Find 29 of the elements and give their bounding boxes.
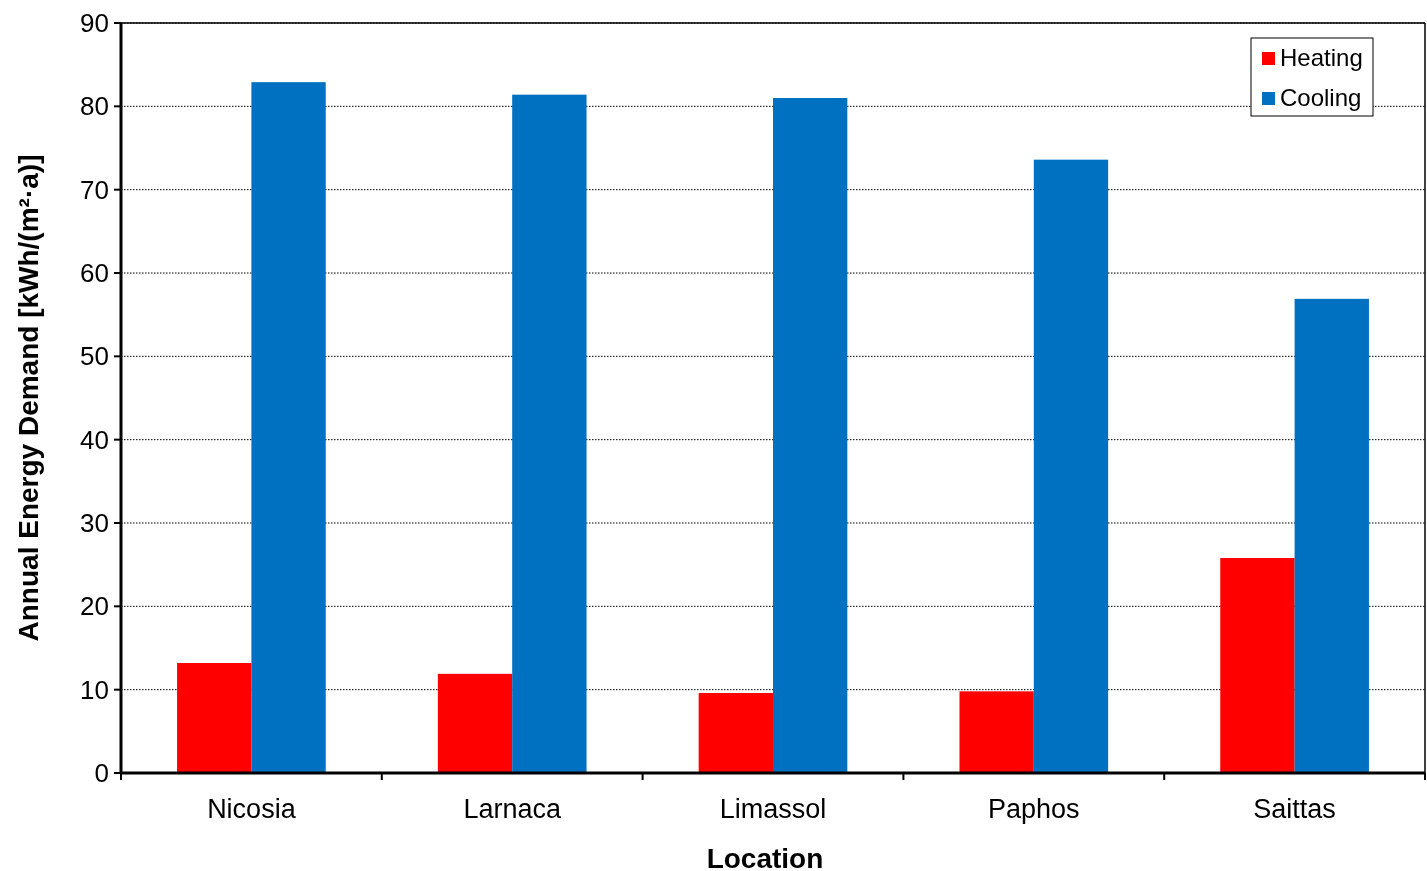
x-tick-label: Paphos bbox=[988, 794, 1080, 824]
bar bbox=[698, 693, 773, 773]
bar bbox=[437, 673, 513, 773]
bar bbox=[251, 82, 326, 773]
y-tick-label: 70 bbox=[80, 174, 109, 205]
x-axis-title: Location bbox=[706, 843, 824, 871]
x-tick-label: Larnaca bbox=[463, 794, 562, 824]
y-tick-label: 20 bbox=[80, 591, 109, 622]
y-tick-label: 60 bbox=[80, 258, 109, 289]
y-tick-label: 50 bbox=[80, 341, 109, 372]
bar bbox=[959, 691, 1034, 773]
bar bbox=[1033, 159, 1109, 773]
legend-label: Cooling bbox=[1280, 84, 1362, 112]
bar bbox=[1220, 558, 1295, 773]
bar bbox=[1294, 298, 1369, 773]
y-tick-label: 80 bbox=[80, 91, 109, 122]
y-tick-label: 0 bbox=[94, 758, 109, 789]
y-tick-label: 10 bbox=[80, 674, 109, 705]
y-tick-label: 40 bbox=[80, 424, 109, 455]
y-axis-title: Annual Energy Demand [kWh/(m²·a)] bbox=[13, 154, 44, 642]
x-tick-label: Limassol bbox=[719, 794, 827, 824]
bar bbox=[773, 98, 848, 773]
legend-label: Heating bbox=[1280, 44, 1363, 72]
x-tick-label: Saittas bbox=[1253, 794, 1336, 824]
bar bbox=[512, 94, 587, 773]
y-tick-label: 90 bbox=[80, 8, 109, 39]
bar bbox=[177, 663, 252, 773]
y-tick-label: 30 bbox=[80, 508, 109, 539]
x-tick-label: Nicosia bbox=[207, 794, 297, 824]
